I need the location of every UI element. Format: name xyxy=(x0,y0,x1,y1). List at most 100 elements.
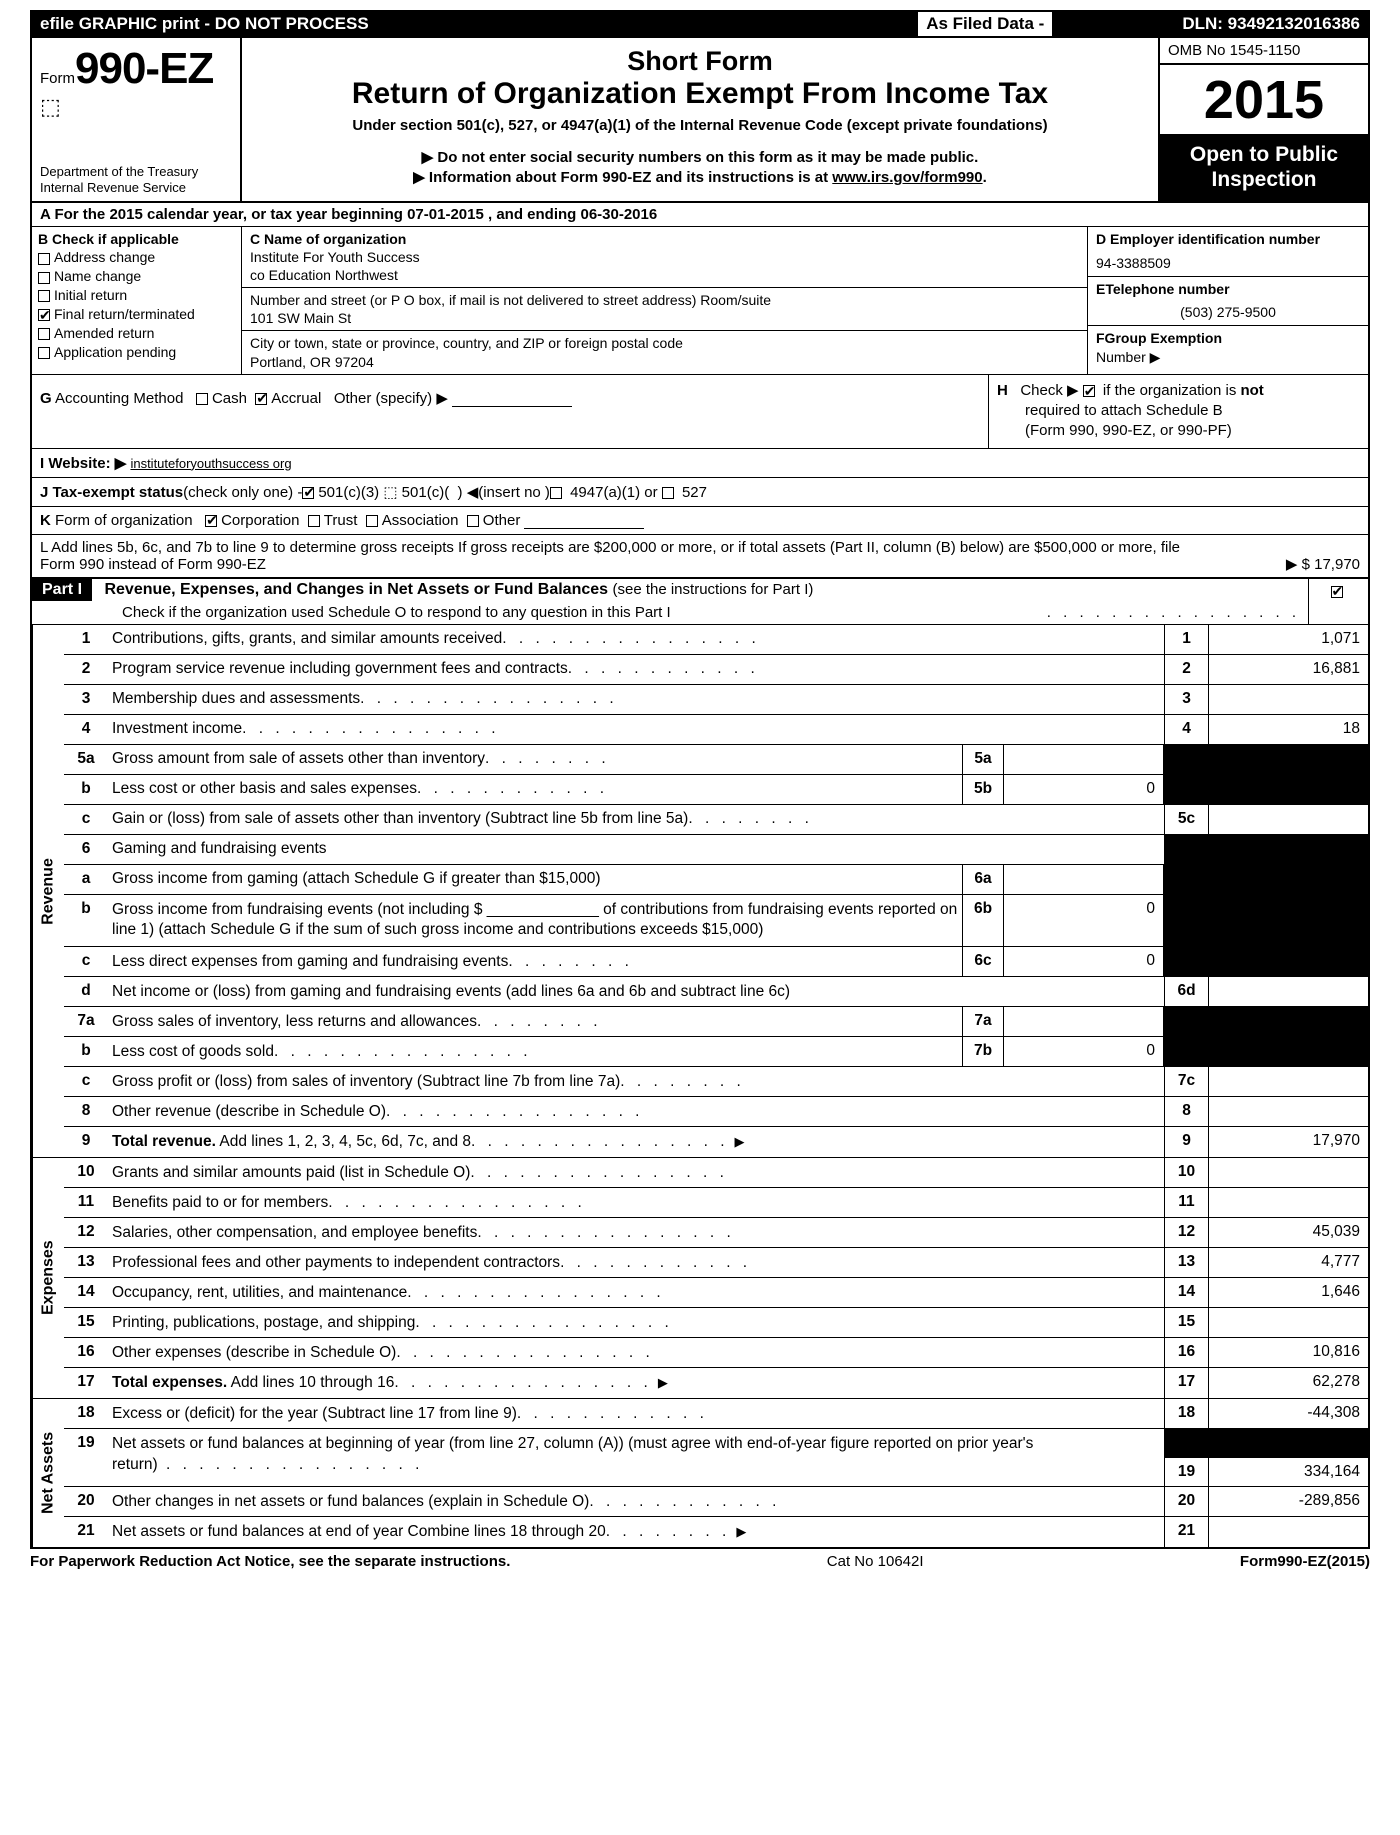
line-box: 18 xyxy=(1164,1399,1208,1428)
line-c: cGross profit or (loss) from sales of in… xyxy=(64,1067,1368,1097)
dept-irs: Internal Revenue Service xyxy=(40,180,232,196)
line-value: -44,308 xyxy=(1208,1399,1368,1428)
line-b: bLess cost or other basis and sales expe… xyxy=(64,775,1368,805)
line-desc: Total expenses. Add lines 10 through 16 xyxy=(108,1368,1164,1398)
irs-link[interactable]: www.irs.gov/form990 xyxy=(832,169,982,186)
line-desc: Gross income from fundraising events (no… xyxy=(108,895,962,947)
revenue-section: Revenue 1Contributions, gifts, grants, a… xyxy=(30,625,1370,1159)
section-bcdef: B Check if applicable Address changeName… xyxy=(30,227,1370,375)
line-box xyxy=(1164,775,1208,804)
header-left: Form990-EZ ⬚ Department of the Treasury … xyxy=(32,38,242,201)
line-value: 1,071 xyxy=(1208,625,1368,654)
line-18: 18Excess or (deficit) for the year (Subt… xyxy=(64,1399,1368,1429)
header-right: OMB No 1545-1150 2015 Open to Public Ins… xyxy=(1158,38,1368,201)
line-desc: Gross profit or (loss) from sales of inv… xyxy=(108,1067,1164,1096)
checkbox-name-change[interactable]: Name change xyxy=(38,267,235,286)
line-c: cLess direct expenses from gaming and fu… xyxy=(64,947,1368,977)
line-desc: Contributions, gifts, grants, and simila… xyxy=(108,625,1164,654)
line-box: 12 xyxy=(1164,1218,1208,1247)
org-name-2: co Education Northwest xyxy=(250,266,1079,284)
website-url[interactable]: instituteforyouthsuccess org xyxy=(130,456,291,471)
line-num: c xyxy=(64,1067,108,1096)
line-desc: Membership dues and assessments xyxy=(108,685,1164,714)
line-value: 18 xyxy=(1208,715,1368,744)
mid-box-val: 0 xyxy=(1004,775,1164,804)
netassets-side-label: Net Assets xyxy=(32,1399,64,1547)
col-def: D Employer identification number 94-3388… xyxy=(1088,227,1368,374)
part-i-title: Revenue, Expenses, and Changes in Net As… xyxy=(104,581,608,598)
line-value xyxy=(1208,745,1368,774)
line-desc: Grants and similar amounts paid (list in… xyxy=(108,1158,1164,1187)
line-num: 9 xyxy=(64,1127,108,1157)
line-11: 11Benefits paid to or for members11 xyxy=(64,1188,1368,1218)
line-box: 10 xyxy=(1164,1158,1208,1187)
footer: For Paperwork Reduction Act Notice, see … xyxy=(30,1549,1370,1574)
line-num: b xyxy=(64,1037,108,1066)
line-num: 10 xyxy=(64,1158,108,1187)
line-desc: Gross amount from sale of assets other t… xyxy=(108,745,962,774)
line-desc: Net income or (loss) from gaming and fun… xyxy=(108,977,1164,1006)
line-2: 2Program service revenue including gover… xyxy=(64,655,1368,685)
line-box xyxy=(1164,835,1208,864)
part-i-checkbox[interactable] xyxy=(1308,579,1368,624)
line-num: 21 xyxy=(64,1517,108,1547)
mid-box-num: 5b xyxy=(962,775,1004,804)
line-box: 20 xyxy=(1164,1487,1208,1516)
line-num: 15 xyxy=(64,1308,108,1337)
top-bar-left: efile GRAPHIC print - DO NOT PROCESS xyxy=(32,12,916,36)
line-9: 9Total revenue. Add lines 1, 2, 3, 4, 5c… xyxy=(64,1127,1368,1157)
f-label: FGroup Exemption xyxy=(1096,330,1222,346)
row-gh: G Accounting Method Cash Accrual Other (… xyxy=(30,375,1370,449)
mid-box-num: 6b xyxy=(962,895,1004,947)
line-desc: Gross sales of inventory, less returns a… xyxy=(108,1007,962,1036)
line-desc: Benefits paid to or for members xyxy=(108,1188,1164,1217)
line-num: b xyxy=(64,775,108,804)
line-value xyxy=(1208,835,1368,864)
checkbox-final-return-terminated[interactable]: Final return/terminated xyxy=(38,305,235,324)
line-13: 13Professional fees and other payments t… xyxy=(64,1248,1368,1278)
line-num: c xyxy=(64,947,108,976)
line-desc: Program service revenue including govern… xyxy=(108,655,1164,684)
subtitle: Under section 501(c), 527, or 4947(a)(1)… xyxy=(252,117,1148,134)
line-d: dNet income or (loss) from gaming and fu… xyxy=(64,977,1368,1007)
netassets-section: Net Assets 18Excess or (deficit) for the… xyxy=(30,1399,1370,1549)
form-number: 990-EZ xyxy=(75,44,213,93)
line-box: 2 xyxy=(1164,655,1208,684)
part-i-label: Part I xyxy=(32,579,92,601)
mid-box-num: 5a xyxy=(962,745,1004,774)
row-l-val: ▶ $ 17,970 xyxy=(1200,555,1360,573)
line-value xyxy=(1208,1067,1368,1096)
public-line1: Open to Public xyxy=(1164,142,1364,167)
line-5a: 5aGross amount from sale of assets other… xyxy=(64,745,1368,775)
line-value xyxy=(1208,1007,1368,1036)
line-desc: Excess or (deficit) for the year (Subtra… xyxy=(108,1399,1164,1428)
line-box xyxy=(1164,745,1208,774)
line-value xyxy=(1208,895,1368,947)
dept-treasury: Department of the Treasury xyxy=(40,164,232,180)
d-label: D Employer identification number xyxy=(1096,230,1360,249)
mid-box-val xyxy=(1004,865,1164,894)
part-i-header: Part I Revenue, Expenses, and Changes in… xyxy=(30,579,1370,625)
line-num: 3 xyxy=(64,685,108,714)
c-name-label: C Name of organization xyxy=(250,230,1079,248)
checkbox-amended-return[interactable]: Amended return xyxy=(38,324,235,343)
top-bar-spacer xyxy=(1054,12,1174,36)
line-box: 5c xyxy=(1164,805,1208,834)
e-phone: (503) 275-9500 xyxy=(1096,303,1360,322)
line-box: 13 xyxy=(1164,1248,1208,1277)
line-17: 17Total expenses. Add lines 10 through 1… xyxy=(64,1368,1368,1398)
line-value xyxy=(1208,977,1368,1006)
line-box: 15 xyxy=(1164,1308,1208,1337)
line-20: 20Other changes in net assets or fund ba… xyxy=(64,1487,1368,1517)
line-desc: Less direct expenses from gaming and fun… xyxy=(108,947,962,976)
line-desc: Investment income xyxy=(108,715,1164,744)
line-box xyxy=(1164,865,1208,894)
checkbox-address-change[interactable]: Address change xyxy=(38,248,235,267)
form-990ez: efile GRAPHIC print - DO NOT PROCESS As … xyxy=(0,0,1400,1594)
line-4: 4Investment income418 xyxy=(64,715,1368,745)
line-num: 16 xyxy=(64,1338,108,1367)
footer-left: For Paperwork Reduction Act Notice, see … xyxy=(30,1553,510,1570)
checkbox-initial-return[interactable]: Initial return xyxy=(38,286,235,305)
checkbox-application-pending[interactable]: Application pending xyxy=(38,343,235,362)
line-15: 15Printing, publications, postage, and s… xyxy=(64,1308,1368,1338)
